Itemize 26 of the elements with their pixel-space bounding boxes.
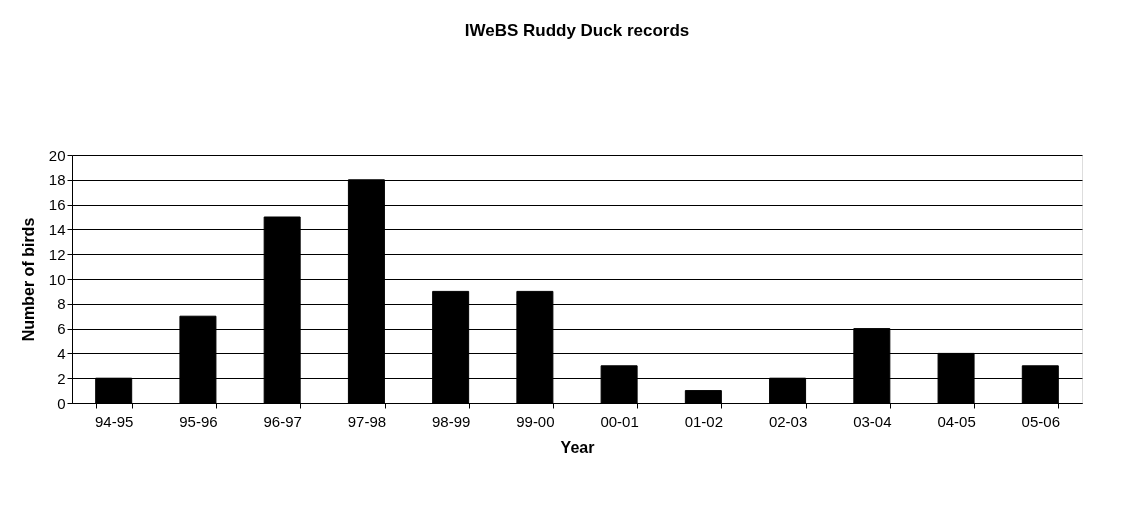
y-tick-label: 6 bbox=[57, 320, 66, 338]
x-tick-label: 94-95 bbox=[95, 412, 134, 430]
x-tick-label: 01-02 bbox=[684, 412, 724, 430]
x-tick-label: 96-97 bbox=[263, 412, 302, 430]
y-tick-label: 14 bbox=[48, 220, 66, 238]
x-tick-label: 98-99 bbox=[431, 412, 471, 430]
x-tick-label: 99-00 bbox=[516, 412, 555, 430]
x-tick-label: 95-96 bbox=[179, 412, 218, 430]
y-tick-label: 12 bbox=[48, 245, 66, 263]
y-axis-title: Number of birds bbox=[19, 217, 37, 342]
chart-title: IWeBS Ruddy Duck records bbox=[464, 21, 690, 40]
y-tick-label: 10 bbox=[48, 270, 66, 288]
y-tick-label: 0 bbox=[57, 394, 66, 412]
y-tick-label: 2 bbox=[57, 369, 66, 387]
y-tick-label: 8 bbox=[57, 295, 66, 313]
x-tick-label: 02-03 bbox=[768, 412, 808, 430]
y-tick-label: 4 bbox=[57, 344, 66, 362]
x-tick-label: 04-05 bbox=[937, 412, 976, 430]
y-tick-label: 20 bbox=[48, 146, 66, 164]
y-tick-label: 18 bbox=[48, 171, 66, 189]
x-tick-label: 05-06 bbox=[1021, 412, 1060, 430]
x-tick-label: 03-04 bbox=[853, 412, 892, 430]
x-tick-label: 97-98 bbox=[347, 412, 387, 430]
x-axis-title: Year bbox=[560, 438, 595, 456]
y-tick-label: 16 bbox=[48, 196, 66, 214]
x-tick-label: 00-01 bbox=[600, 412, 639, 430]
